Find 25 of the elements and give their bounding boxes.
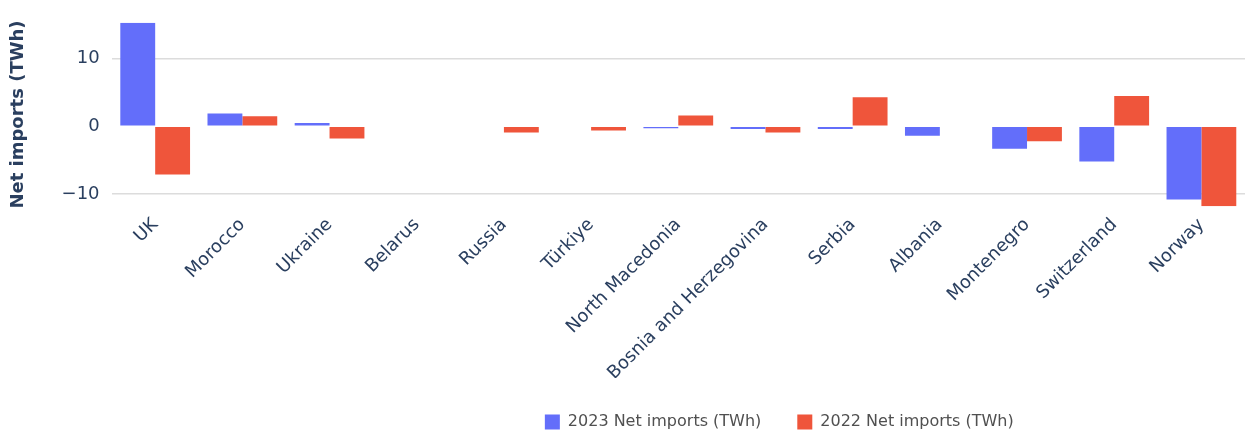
bar: [207, 113, 243, 126]
bar: [992, 127, 1028, 149]
bar: [678, 115, 714, 126]
y-tick-label: 0: [88, 114, 100, 136]
y-tick-label: 10: [76, 46, 100, 68]
legend-label: 2023 Net imports (TWh): [567, 411, 762, 431]
bar: [329, 127, 365, 139]
bar: [1114, 95, 1150, 126]
x-tick-label: UK: [128, 212, 163, 246]
bar: [120, 22, 156, 126]
bar: [503, 127, 539, 133]
bar: [904, 127, 940, 136]
bar: [1166, 127, 1202, 200]
bar: [591, 127, 626, 131]
bar: [294, 122, 330, 126]
bar: [765, 127, 801, 133]
legend-label: 2022 Net imports (TWh): [820, 411, 1014, 431]
bar: [1079, 127, 1115, 162]
bar: [1027, 127, 1062, 142]
bar: [1201, 127, 1237, 207]
bar: [852, 97, 888, 126]
y-tick-label: −10: [61, 181, 100, 203]
y-axis-title: Net imports (TWh): [6, 20, 28, 209]
bar: [242, 116, 278, 126]
bar: [155, 127, 191, 175]
